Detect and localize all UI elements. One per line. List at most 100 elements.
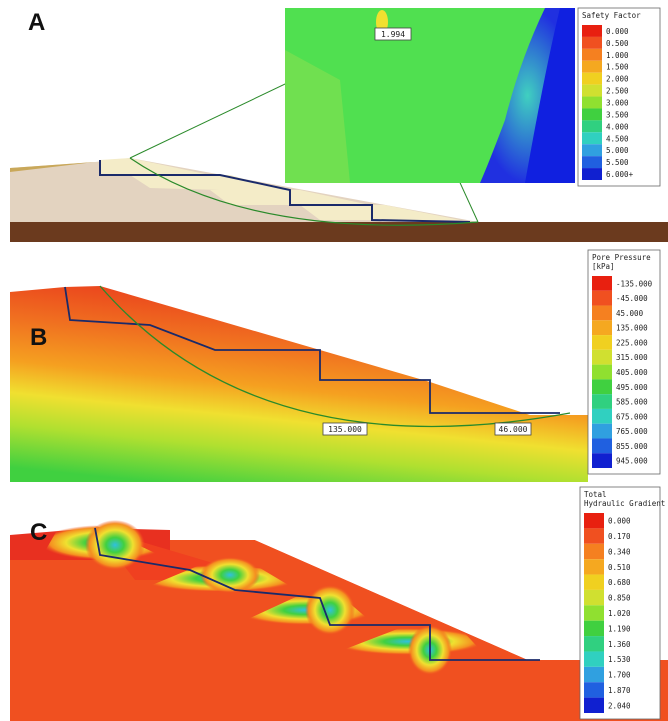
legend-swatch (584, 682, 604, 697)
legend-entry: 2.000 (606, 75, 629, 84)
legend-swatch (584, 528, 604, 543)
legend-swatch (582, 25, 602, 37)
legend-entry: 1.000 (606, 51, 629, 60)
legend-entry: -45.000 (616, 294, 648, 303)
legend-entry: 6.000+ (606, 170, 634, 179)
legend-swatch (584, 559, 604, 574)
legend-swatch (582, 73, 602, 85)
legend-swatch (592, 379, 612, 394)
legend-entry: 1.700 (608, 671, 631, 680)
legend-swatch (592, 453, 612, 468)
legend-entry: 0.170 (608, 532, 631, 541)
annotation: 135.000 (328, 425, 362, 434)
legend-swatch (582, 85, 602, 97)
legend-swatch (592, 291, 612, 306)
legend-swatch (584, 605, 604, 620)
legend-entry: 0.000 (608, 517, 631, 526)
legend-swatch (584, 636, 604, 651)
annotation: 46.000 (499, 425, 528, 434)
legend-swatch (592, 350, 612, 365)
legend-entry: 585.000 (616, 398, 648, 407)
panel-label: A (28, 9, 45, 36)
panel-a: 1.994 (10, 8, 668, 242)
legend-entry: 405.000 (616, 368, 648, 377)
legend-entry: 1.360 (608, 640, 631, 649)
zone (305, 585, 355, 635)
page: { "panels": [ {"label": "A", "legend": {… (0, 0, 668, 721)
legend-entry: 765.000 (616, 427, 648, 436)
legend-swatch (582, 132, 602, 144)
legend-swatch (582, 156, 602, 168)
legend-entry: 0.510 (608, 563, 631, 572)
legend-swatch (592, 424, 612, 439)
legend-swatch (592, 394, 612, 409)
panel-label: C (30, 519, 47, 546)
legend-swatch (584, 513, 604, 528)
legend-entry: 3.000 (606, 99, 629, 108)
legend-entry: 135.000 (616, 324, 648, 333)
legend-entry: 0.000 (606, 27, 629, 36)
legend-entry: 0.680 (608, 578, 631, 587)
legend-swatch (582, 108, 602, 120)
legend-entry: 0.850 (608, 594, 631, 603)
ground (10, 222, 668, 242)
legend-swatch (582, 144, 602, 156)
legend-swatch (582, 61, 602, 73)
legend-entry: 315.000 (616, 353, 648, 362)
contour-field (10, 286, 588, 482)
legend-swatch (584, 590, 604, 605)
legend-swatch (584, 575, 604, 590)
legend-swatch (582, 97, 602, 109)
legend-entry: 5.500 (606, 158, 629, 167)
legend-swatch (592, 335, 612, 350)
legend-entry: 1.500 (606, 63, 629, 72)
legend-title: [kPa] (592, 262, 615, 271)
legend-swatch (592, 276, 612, 291)
annotation: 1.994 (381, 30, 405, 39)
panel-c (10, 520, 668, 721)
legends: Safety Factor 0.000 0.500 1.000 1.500 2.000 2.… (578, 8, 665, 719)
legend-entry: 1.020 (608, 609, 631, 618)
legend-swatch (592, 438, 612, 453)
legend-swatch (582, 168, 602, 180)
legend-entry: 1.190 (608, 624, 631, 633)
legend-swatch (592, 409, 612, 424)
legend-entry: 0.340 (608, 547, 631, 556)
legend-title: Safety Factor (582, 11, 641, 20)
legend-entry: 855.000 (616, 442, 648, 451)
legend-swatch (582, 49, 602, 61)
bench (300, 205, 460, 220)
legend-entry: 945.000 (616, 457, 648, 466)
legend-swatch (584, 621, 604, 636)
legend-swatch (584, 667, 604, 682)
legend-swatch (592, 365, 612, 380)
legend-title: Pore Pressure (592, 253, 651, 262)
legend-entry: 1.870 (608, 686, 631, 695)
legend-entry: 45.000 (616, 309, 644, 318)
legend-swatch (584, 698, 604, 713)
legend-swatch (584, 651, 604, 666)
legend-entry: 2.040 (608, 701, 631, 710)
panel-b: 135.000 46.000 (10, 286, 588, 482)
legend-entry: 5.000 (606, 146, 629, 155)
legend-entry: 2.500 (606, 87, 629, 96)
legend-entry: 4.500 (606, 134, 629, 143)
legend-entry: 225.000 (616, 338, 648, 347)
legend-entry: 4.000 (606, 122, 629, 131)
figure: 1.994 135.000 46.000 Safety Factor 0.000 0… (0, 0, 668, 721)
legend-swatch (592, 320, 612, 335)
legend-title: Hydraulic Gradient (584, 499, 665, 508)
legend-entry: 1.530 (608, 655, 631, 664)
legend-swatch (584, 544, 604, 559)
legend-entry: 675.000 (616, 412, 648, 421)
panel-label: B (30, 324, 47, 351)
legend-swatch (582, 37, 602, 49)
zone (85, 520, 145, 570)
bench (100, 158, 210, 175)
legend-entry: 495.000 (616, 383, 648, 392)
legend-title: Total (584, 490, 607, 499)
legend-entry: 0.500 (606, 39, 629, 48)
legend-swatch (592, 306, 612, 321)
legend-entry: -135.000 (616, 279, 653, 288)
legend-entry: 3.500 (606, 110, 629, 119)
